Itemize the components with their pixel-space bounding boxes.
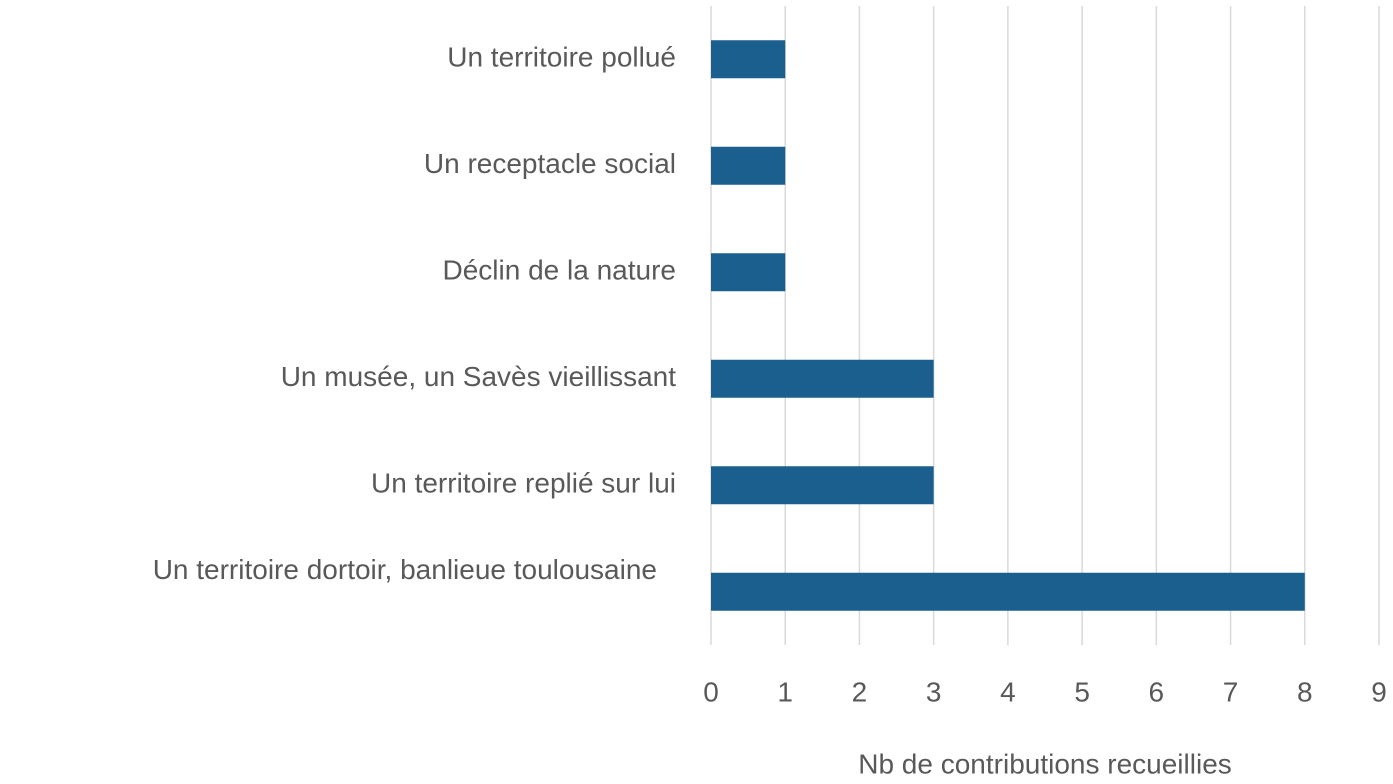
bar: [711, 146, 786, 185]
x-tick-label: 5: [1074, 676, 1090, 707]
y-tick-label: Un territoire replié sur lui: [371, 468, 676, 499]
x-tick-label: 9: [1371, 676, 1387, 707]
bar: [711, 253, 786, 292]
bar: [711, 572, 1305, 611]
bar: [711, 359, 934, 398]
y-tick-label: Déclin de la nature: [443, 255, 676, 286]
x-tick-label: 4: [1000, 676, 1016, 707]
bar: [711, 40, 786, 79]
x-tick-label: 6: [1149, 676, 1165, 707]
x-tick-label: 3: [926, 676, 942, 707]
y-tick-label: Un musée, un Savès vieillissant: [281, 361, 677, 392]
y-tick-label: Un territoire dortoir, banlieue toulousa…: [153, 554, 657, 585]
x-axis-label: Nb de contributions recueillies: [858, 748, 1232, 779]
x-tick-label: 1: [777, 676, 793, 707]
y-tick-label: Un receptacle social: [424, 148, 676, 179]
x-tick-label: 0: [703, 676, 719, 707]
y-tick-label: Un territoire pollué: [447, 42, 676, 73]
bar: [711, 466, 934, 505]
x-tick-label: 7: [1223, 676, 1239, 707]
x-tick-label: 8: [1297, 676, 1313, 707]
x-tick-label: 2: [852, 676, 868, 707]
